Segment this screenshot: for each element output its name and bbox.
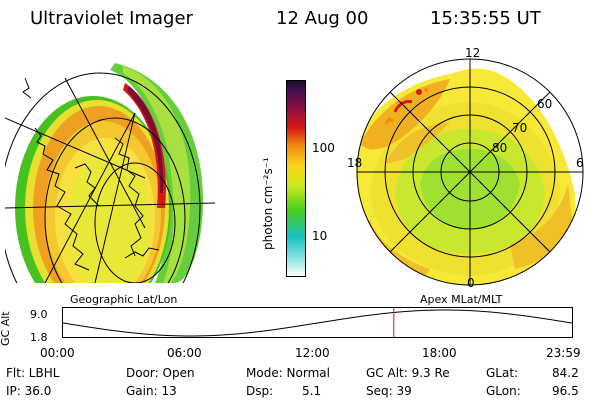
altitude-plot xyxy=(62,307,573,338)
altitude-xtick-1800: 18:00 xyxy=(422,346,457,360)
mlt-label-6: 6 xyxy=(576,156,584,170)
left-panel-caption: Geographic Lat/Lon xyxy=(70,293,178,306)
altitude-ytick-top: 9.0 xyxy=(30,308,48,321)
status-seq: Seq: 39 xyxy=(366,384,412,398)
mlat-label-60: 60 xyxy=(537,97,553,111)
mlt-label-18: 18 xyxy=(347,156,363,170)
status-gc-alt: GC Alt: 9.3 Re xyxy=(366,366,450,380)
altitude-xtick-0000: 00:00 xyxy=(40,346,75,360)
status-dsp-value: 5.1 xyxy=(302,384,322,398)
status-filter: Flt: LBHL xyxy=(6,366,60,380)
status-gain: Gain: 13 xyxy=(126,384,177,398)
altitude-xtick-2359: 23:59 xyxy=(546,346,581,360)
instrument-title: Ultraviolet Imager xyxy=(30,8,193,29)
status-ip: IP: 36.0 xyxy=(6,384,52,398)
altitude-xtick-0600: 06:00 xyxy=(167,346,202,360)
observation-time: 15:35:55 UT xyxy=(430,8,541,29)
status-glon-value: 96.5 xyxy=(552,384,579,398)
status-glat-label: GLat: xyxy=(486,366,519,380)
mlt-label-12: 12 xyxy=(465,46,481,60)
colorbar-unit-label: photon cm⁻²s⁻¹ xyxy=(261,157,275,250)
geographic-auroral-image xyxy=(5,63,215,283)
colorbar-tick-10: 10 xyxy=(312,229,328,243)
status-glon-label: GLon: xyxy=(486,384,521,398)
colorbar-tick-100: 100 xyxy=(312,141,335,155)
observation-date: 12 Aug 00 xyxy=(276,8,369,29)
status-mode: Mode: Normal xyxy=(246,366,330,380)
mlt-label-0: 0 xyxy=(467,276,475,290)
status-glat-value: 84.2 xyxy=(552,366,579,380)
status-door: Door: Open xyxy=(126,366,195,380)
right-panel-caption: Apex MLat/MLT xyxy=(420,293,503,306)
mlat-label-80: 80 xyxy=(492,141,508,155)
colorbar xyxy=(286,80,306,277)
polar-mlat-mlt-plot xyxy=(356,58,584,286)
altitude-xtick-1200: 12:00 xyxy=(295,346,330,360)
altitude-ylabel: GC Alt xyxy=(0,311,12,346)
status-dsp-label: Dsp: xyxy=(246,384,274,398)
mlat-label-70: 70 xyxy=(512,121,528,135)
altitude-ytick-bottom: 1.8 xyxy=(30,331,48,344)
